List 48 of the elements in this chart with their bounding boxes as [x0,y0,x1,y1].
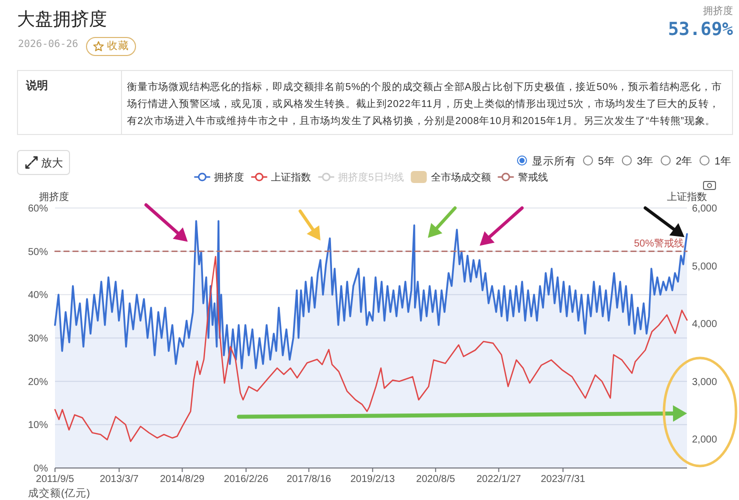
y-axis-title: 拥挤度 [39,191,69,203]
text: 说明 [26,80,48,93]
radio: 5年 [583,156,615,168]
text: 衡量市场微观结构恶化的指标，即成交额排名前5%的个股的成交额占全部A股占比创下历史极值，接近50%，预示着结构恶化，市场行情进入预警区域，或见顶，或风格发生转换。截止到2022年11月，历史上类似的情形出现过5次，市场均发生了巨大的反转，有2次市场进入牛市或维持牛市之中，且市场均发生了风格切换，分别是2008年10月和2015年1月。另三次发生了“牛转熊”现象。 [127,80,723,129]
y-tick-label: 0% [34,464,48,474]
legend-label: 全市场成交额 [430,172,491,184]
y-tick-label: 50% [28,246,48,258]
y2-tick-label: 3,000 [692,376,718,388]
radio: 1年 [700,156,732,168]
legend-item: 上证指数 [251,172,312,184]
text: 拥挤度 [703,6,733,18]
zoom-button: 放大 [17,150,70,175]
text: 53.69% [668,19,733,41]
y-tick-label: 20% [28,376,48,388]
annotation: 50%警戒线 [634,237,684,250]
radio: 2年 [660,156,693,168]
legend-item: 警戒线 [498,172,548,184]
x-tick-label: 2016/2/26 [224,474,269,485]
y-tick-label: 30% [28,334,48,344]
legend-label: 拥挤度 [214,172,244,184]
text: 2026-06-26 [18,39,78,51]
x-tick-label: 2020/8/5 [416,474,456,485]
y2-axis-title: 上证指数 [667,191,707,203]
legend-label: 警戒线 [518,172,548,184]
radio: 3年 [622,156,654,168]
y-tick-label: 60% [28,204,48,214]
text: 成交额(亿元) [28,486,90,500]
legend-label: 拥挤度5日均线 [338,172,404,184]
y2-tick-label: 6,000 [692,204,718,214]
x-tick-label: 2013/3/7 [100,474,140,485]
x-tick-label: 2011/9/5 [36,474,75,485]
legend-item: 拥挤度 [194,172,244,184]
y-tick-label: 40% [28,290,48,302]
legend-label: 上证指数 [271,172,312,184]
favorite-button: 收藏 [86,37,136,56]
y2-tick-label: 4,000 [692,319,718,330]
x-tick-label: 2019/2/13 [350,474,396,485]
x-tick-label: 2022/1/27 [476,474,522,485]
legend-item: 全市场成交额 [410,171,491,184]
y2-tick-label: 2,000 [692,434,718,446]
x-tick-label: 2017/8/16 [286,474,332,485]
text: 大盘拥挤度 [17,8,107,30]
y-tick-label: 10% [28,420,48,432]
y2-tick-label: 5,000 [692,261,718,272]
x-tick-label: 2023/7/31 [540,474,586,485]
radio: 显示所有 [517,156,576,168]
x-tick-label: 2014/8/29 [160,474,205,485]
legend-item: 拥挤度5日均线 [318,172,404,184]
